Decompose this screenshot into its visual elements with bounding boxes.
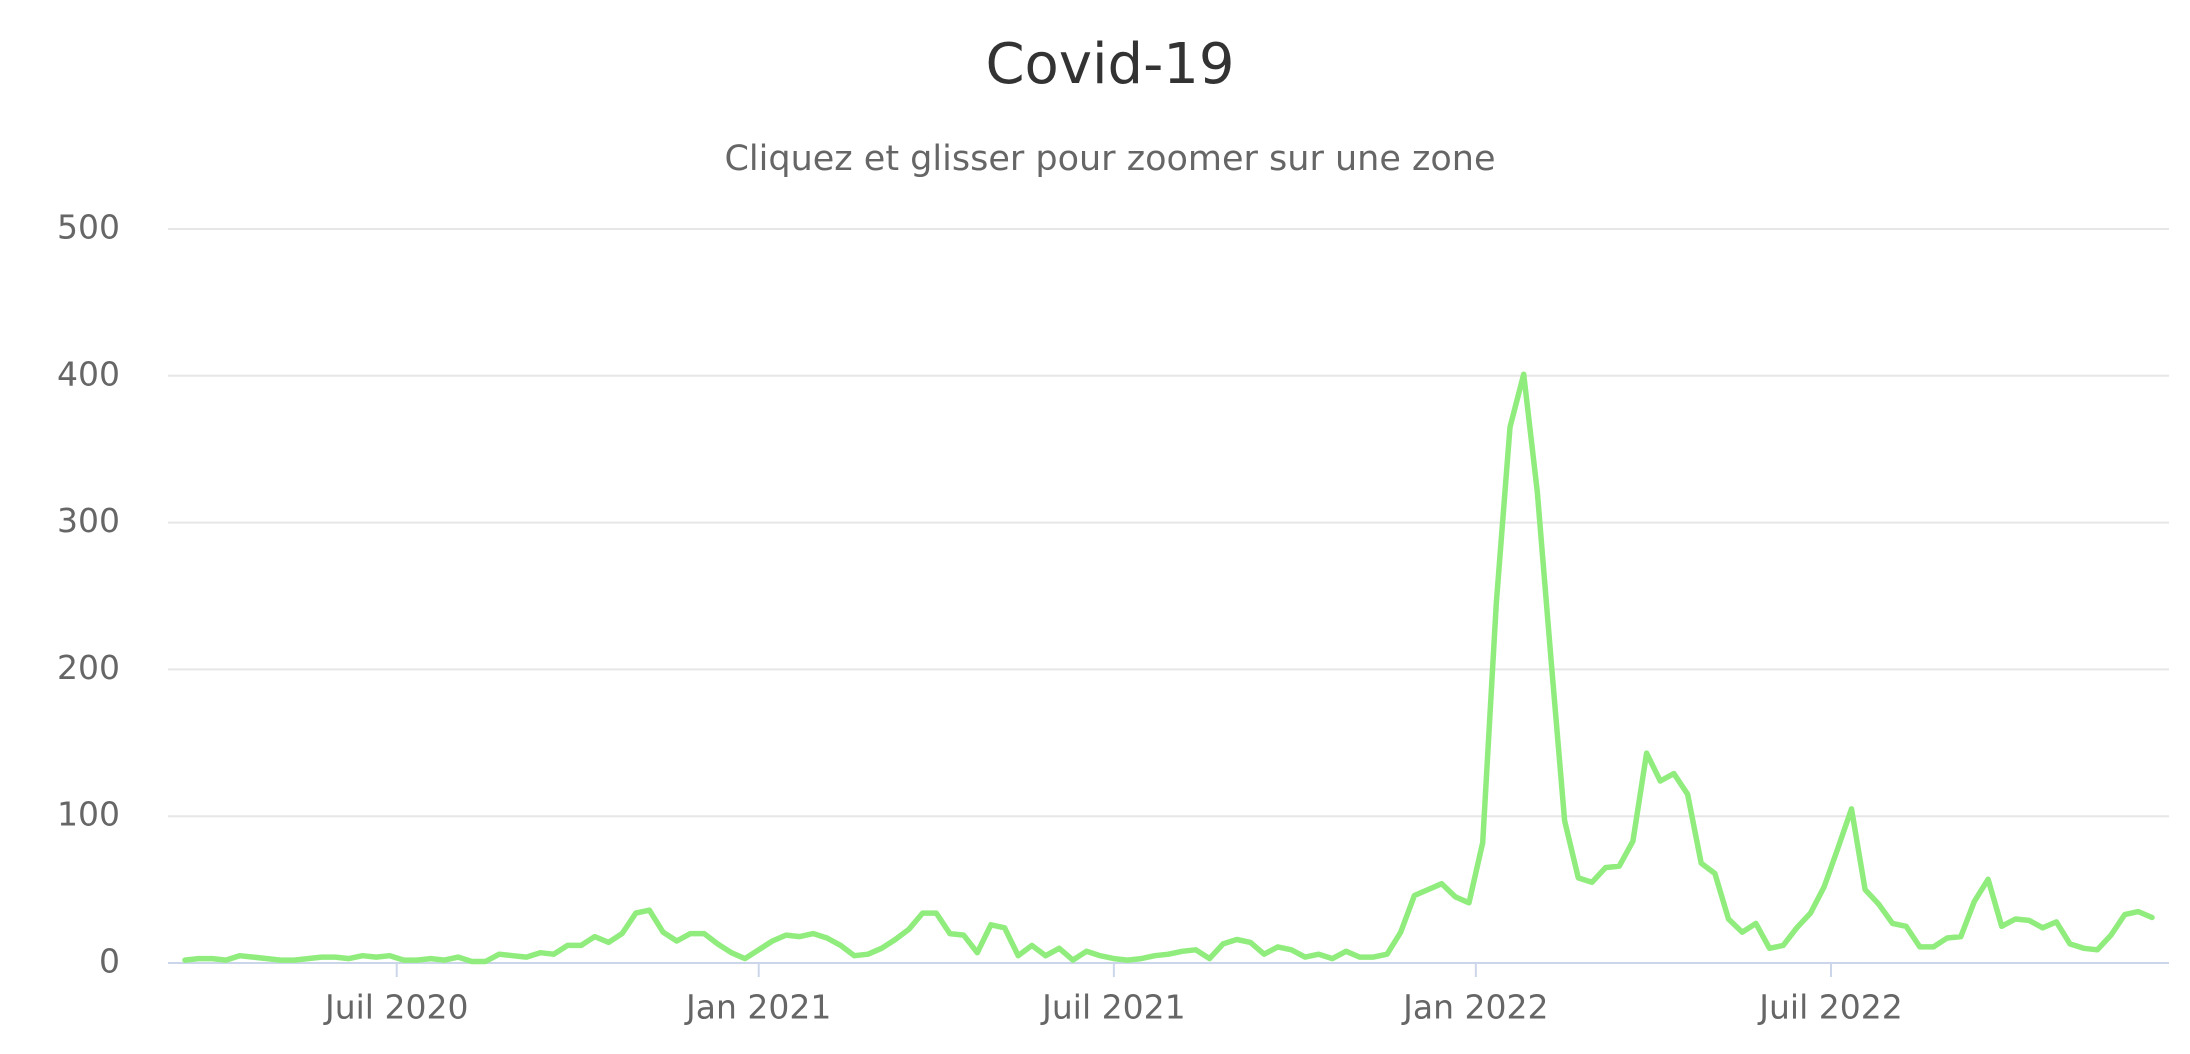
x-tick-label: Juil 2021: [1040, 988, 1185, 1027]
chart-subtitle: Cliquez et glisser pour zoomer sur une z…: [724, 139, 1495, 179]
y-tick-label: 0: [99, 942, 120, 981]
y-tick-label: 200: [57, 648, 120, 687]
data-line: [182, 371, 2155, 965]
x-tick-label: Juil 2022: [1757, 988, 1902, 1027]
y-tick-label: 100: [57, 795, 120, 834]
chart-title: Covid-19: [985, 32, 1234, 97]
x-tick-label: Jan 2021: [684, 988, 831, 1027]
y-tick-label: 300: [57, 501, 120, 540]
y-tick-label: 500: [57, 208, 120, 247]
y-tick-label: 400: [57, 354, 120, 393]
x-tick-label: Juil 2020: [323, 988, 468, 1027]
x-tick-label: Jan 2022: [1401, 988, 1548, 1027]
